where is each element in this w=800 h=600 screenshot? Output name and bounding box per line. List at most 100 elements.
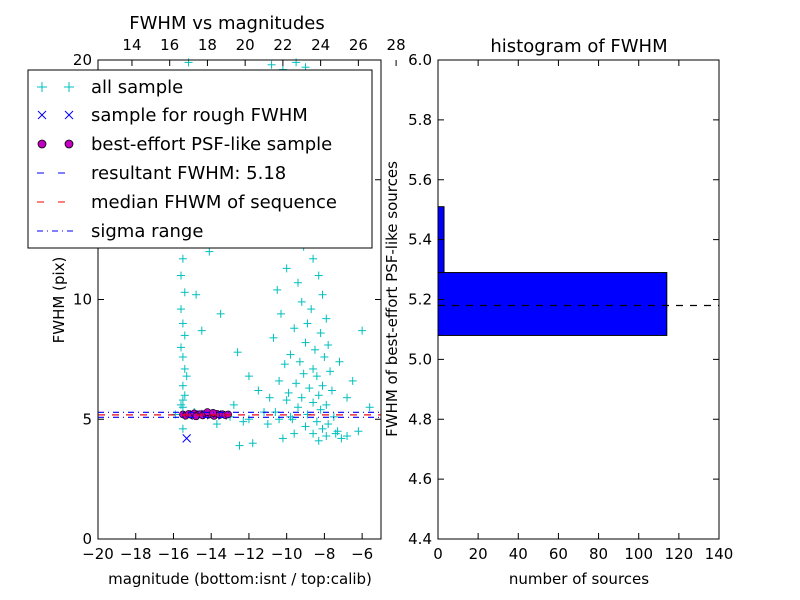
all-sample-point — [318, 290, 327, 299]
legend-label-median-fwhm: median FHWM of sequence — [91, 192, 337, 213]
left-horizontal-lines — [98, 411, 381, 418]
histogram-bar — [437, 272, 668, 336]
all-sample-point — [324, 341, 333, 350]
right-x-ticks: 0 20 40 60 80 100 120 140 — [433, 60, 733, 563]
all-sample-point — [343, 393, 352, 402]
all-sample-point — [280, 360, 289, 369]
x-tick-label: 40 — [509, 545, 528, 563]
all-sample-point — [269, 333, 278, 342]
left-x-ticks: −20 −18 −16 −14 −12 −10 −8 −6 — [82, 533, 373, 563]
all-sample-point — [254, 386, 263, 395]
all-sample-point — [178, 352, 187, 361]
left-chart-title: FWHM vs magnitudes — [129, 13, 324, 34]
all-sample-point — [180, 288, 189, 297]
all-sample-point — [178, 403, 187, 412]
all-sample-point — [275, 376, 284, 385]
all-sample-point — [290, 324, 299, 333]
all-sample-point — [354, 427, 363, 436]
y-tick-label: 4.8 — [408, 410, 432, 428]
all-sample-point — [322, 400, 331, 409]
all-sample-point — [297, 297, 306, 306]
all-sample-point — [265, 393, 274, 402]
y-tick-label: 4.6 — [408, 470, 432, 488]
all-sample-point — [216, 309, 225, 318]
legend-entry-resultant-fwhm: resultant FWHM: 5.18 — [37, 163, 286, 184]
all-sample-point — [239, 417, 248, 426]
legend: all sample sample for rough FWHM best-ef… — [27, 69, 373, 249]
all-sample-point — [348, 376, 357, 385]
all-sample-point — [180, 364, 189, 373]
legend-label-psf-sample: best-effort PSF-like sample — [91, 134, 332, 155]
right-chart-title: histogram of FWHM — [490, 36, 667, 57]
all-sample-point — [282, 264, 291, 273]
x-tick-label: 60 — [549, 545, 568, 563]
plus-marker-icon — [37, 82, 74, 92]
all-sample-point — [205, 247, 214, 256]
all-sample-point — [286, 350, 295, 359]
all-sample-point — [301, 338, 310, 347]
y-tick-label: 6.0 — [408, 51, 432, 69]
all-sample-point — [335, 357, 344, 366]
all-sample-point — [331, 429, 340, 438]
all-sample-point — [177, 305, 186, 314]
all-sample-point — [337, 434, 346, 443]
top-tick-label: 28 — [387, 36, 406, 54]
all-sample-point — [277, 309, 286, 318]
fwhm-vs-magnitude-panel: −20−18−16−14−12−10−8−6 05101520 14161820… — [27, 13, 406, 588]
all-sample-point — [178, 319, 187, 328]
all-sample-point — [301, 422, 310, 431]
all-sample-point — [177, 271, 186, 280]
y-tick-label: 5 — [82, 410, 92, 428]
fwhm-histogram-panel: 0 20 40 60 80 100 120 140 4.4 4.6 4.8 5.0 5.2 5.4 5.6… — [383, 36, 733, 588]
right-y-ticks: 4.4 4.6 4.8 5.0 5.2 5.4 5.6 5.8 6.0 — [408, 51, 719, 548]
all-sample-point — [314, 271, 323, 280]
top-tick-label: 16 — [160, 36, 179, 54]
y-tick-label: 5.6 — [408, 171, 432, 189]
all-sample-point — [309, 364, 318, 373]
y-tick-label: 4.4 — [408, 530, 432, 548]
x-tick-label: −10 — [271, 545, 303, 563]
x-tick-label: 120 — [665, 545, 694, 563]
all-sample-point — [318, 381, 327, 390]
rough-fwhm-point — [182, 434, 192, 443]
top-tick-label: 20 — [236, 36, 255, 54]
y-tick-label: 5.8 — [408, 111, 432, 129]
y-tick-label: 10 — [73, 291, 92, 309]
all-sample-point — [327, 386, 336, 395]
all-sample-point — [292, 379, 301, 388]
all-sample-point — [312, 417, 321, 426]
all-sample-point — [290, 429, 299, 438]
x-tick-label: 80 — [589, 545, 608, 563]
all-sample-point — [365, 403, 374, 412]
all-sample-point — [314, 436, 323, 445]
all-sample-point — [305, 384, 314, 393]
all-sample-point — [322, 432, 331, 441]
all-sample-point — [282, 396, 291, 405]
all-sample-point — [320, 352, 329, 361]
legend-entry-sigma-range: sigma range — [37, 221, 203, 242]
top-tick-label: 22 — [273, 36, 292, 54]
all-sample-point — [275, 415, 284, 424]
all-sample-point — [312, 372, 321, 381]
legend-label-rough-fwhm: sample for rough FWHM — [91, 105, 308, 126]
all-sample-point — [182, 372, 191, 381]
all-sample-point — [322, 314, 331, 323]
all-sample-point — [309, 429, 318, 438]
x-tick-label: 20 — [469, 545, 488, 563]
all-sample-point — [244, 372, 253, 381]
x-tick-label: −8 — [313, 545, 335, 563]
top-tick-label: 18 — [198, 36, 217, 54]
all-sample-point — [324, 420, 333, 429]
all-sample-point — [314, 391, 323, 400]
all-sample-point — [180, 391, 189, 400]
all-sample-point — [178, 254, 187, 263]
legend-label-all-sample: all sample — [91, 77, 183, 98]
cross-marker-icon — [37, 110, 74, 120]
all-sample-point — [235, 441, 244, 450]
all-sample-point — [309, 398, 318, 407]
x-tick-label: 140 — [705, 545, 734, 563]
x-tick-label: −20 — [82, 545, 114, 563]
y-tick-label: 0 — [82, 530, 92, 548]
all-sample-point — [244, 415, 253, 424]
